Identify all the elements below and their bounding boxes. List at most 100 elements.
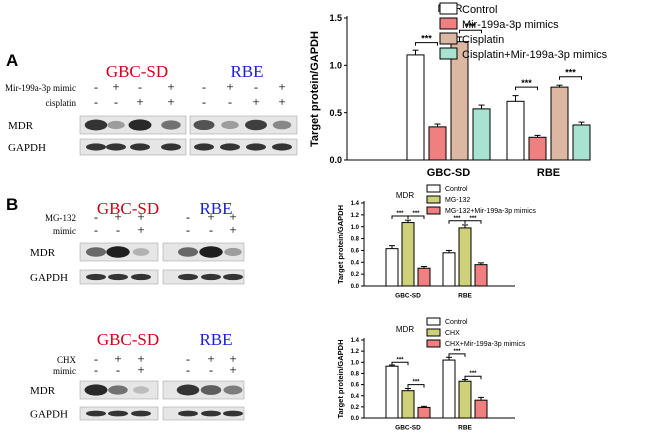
blot-band — [108, 385, 128, 395]
significance-label: *** — [412, 211, 420, 217]
treatment-label: mimic — [53, 366, 76, 376]
treatment-sign: + — [207, 209, 214, 224]
legend-label: Mir-199a-3p mimics — [462, 19, 559, 31]
band-label: MDR — [8, 120, 34, 132]
treatment-label: mimic — [53, 226, 76, 236]
cell-line-heading: RBE — [199, 330, 232, 349]
y-axis-label: Target protein/GAPDH — [336, 339, 345, 418]
bar — [442, 252, 456, 287]
cell-line-heading: RBE — [199, 199, 232, 218]
blot-band — [272, 143, 292, 151]
blot-band — [84, 384, 108, 396]
blot-band — [132, 248, 150, 256]
y-axis-label: Target protein/GAPDH — [336, 205, 345, 284]
significance-label: *** — [396, 357, 404, 363]
significance-bracket — [407, 215, 425, 220]
significance-bracket — [448, 353, 466, 357]
y-tick-label: 1.4 — [351, 338, 360, 344]
y-tick-label: 0.0 — [329, 155, 342, 165]
legend-label: Control — [445, 186, 468, 193]
treatment-sign: + — [137, 222, 144, 237]
treatment-sign: + — [137, 362, 144, 377]
legend-label: Control — [445, 319, 468, 326]
treatment-sign: + — [229, 222, 236, 237]
treatment-sign: + — [229, 209, 236, 224]
blot-band — [201, 410, 221, 417]
treatment-label: cisplatin — [46, 98, 77, 108]
significance-bracket — [415, 42, 438, 46]
blot-band — [130, 143, 150, 151]
blot-band — [178, 410, 198, 417]
significance-bracket — [464, 375, 482, 380]
legend-swatch — [426, 328, 441, 337]
blot-band — [178, 247, 198, 257]
y-tick-label: 1.2 — [351, 349, 360, 355]
treatment-sign: - — [94, 352, 98, 366]
treatment-sign: - — [94, 223, 98, 237]
treatment-sign: - — [114, 95, 118, 109]
panel-label: B — [6, 195, 18, 214]
significance-label: *** — [565, 68, 576, 78]
bar — [401, 222, 415, 287]
treatment-sign: + — [226, 79, 233, 94]
bar-chart-2: MDR 0.0 0.2 0.4 0.6 0.8 1.0 1.2 1.4 Target protei… — [336, 184, 536, 300]
significance-label: *** — [469, 371, 477, 377]
bar — [458, 227, 472, 287]
legend-swatch — [439, 47, 458, 60]
treatment-sign: - — [138, 80, 142, 94]
blot-strip — [189, 138, 298, 156]
treatment-sign: - — [116, 223, 120, 237]
treatment-sign: - — [186, 363, 190, 377]
significance-bracket — [407, 384, 425, 388]
y-tick-label: 1.0 — [329, 60, 342, 70]
blot-band — [133, 386, 149, 394]
category-label: GBC-SD — [395, 425, 421, 432]
blot-band — [246, 143, 266, 151]
y-tick-label: 1.4 — [351, 201, 360, 207]
blot-band — [245, 119, 267, 131]
significance-bracket — [391, 361, 409, 366]
blot-band — [84, 119, 108, 131]
legend-swatch — [439, 17, 458, 30]
legend-label: Cisplatin — [462, 34, 504, 46]
y-tick-label: 1.5 — [329, 13, 342, 23]
cell-line-heading: GBC-SD — [97, 330, 159, 349]
treatment-sign: + — [114, 351, 121, 366]
treatment-sign: + — [137, 351, 144, 366]
blot-band — [224, 247, 242, 257]
significance-label: *** — [469, 216, 477, 222]
treatment-sign: + — [229, 351, 236, 366]
treatment-sign: - — [186, 210, 190, 224]
treatment-sign: - — [94, 363, 98, 377]
y-tick-label: 0.6 — [351, 383, 360, 389]
treatment-sign: - — [186, 352, 190, 366]
blot-band — [106, 143, 126, 151]
bar — [417, 267, 431, 287]
blot-band — [86, 247, 106, 257]
blot-band — [272, 120, 292, 130]
blot-band — [86, 410, 106, 417]
legend-label: CHX — [445, 330, 460, 337]
treatment-sign: - — [202, 80, 206, 94]
blot-band — [106, 246, 130, 258]
treatment-sign: - — [94, 95, 98, 109]
blot-band — [220, 143, 240, 151]
chart-title: MDR — [396, 191, 414, 200]
y-tick-label: 0.6 — [351, 249, 360, 255]
cell-line-heading: RBE — [230, 62, 263, 81]
cell-line-heading: GBC-SD — [97, 199, 159, 218]
treatment-sign: - — [209, 223, 213, 237]
legend-swatch — [439, 32, 458, 45]
treatment-sign: + — [278, 94, 285, 109]
bar-chart-panels: MDR 0.0 0.5 1.0 1.5 Target protein/GAPDH GBC-S… — [309, 2, 608, 432]
bar-chart-3: MDR 0.0 0.2 0.4 0.6 0.8 1.0 1.2 1.4 Target protei… — [336, 317, 526, 432]
significance-label: *** — [453, 216, 461, 222]
treatment-sign: + — [114, 209, 121, 224]
category-label: RBE — [458, 425, 472, 432]
y-tick-label: 0.4 — [351, 394, 360, 400]
legend-swatch — [426, 339, 441, 348]
bar — [506, 100, 525, 161]
y-tick-label: 0.0 — [351, 416, 360, 422]
